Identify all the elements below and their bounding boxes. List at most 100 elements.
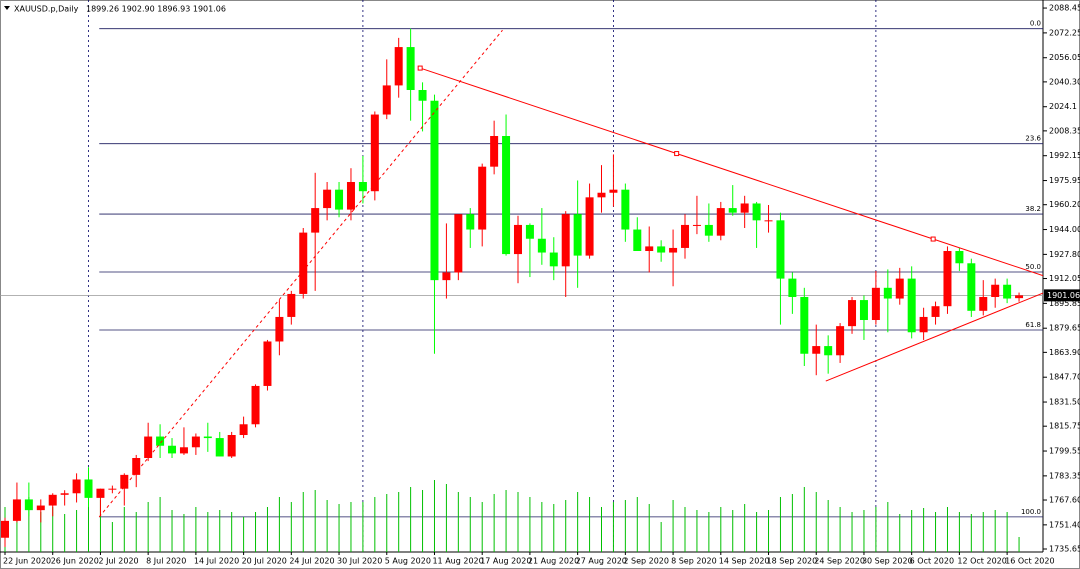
candle-body [657, 246, 666, 253]
x-tick-label: 8 Sep 2020 [671, 557, 717, 566]
candle-body [871, 287, 880, 321]
candle-body [120, 474, 129, 489]
candle-body [323, 189, 332, 209]
y-tick-label: 2008.35 [1049, 126, 1080, 135]
candle-body [525, 224, 534, 239]
candle-body [919, 316, 928, 333]
candle-body [418, 90, 427, 101]
y-tick-label: 2024.1 [1049, 102, 1077, 111]
candle-body [967, 263, 976, 311]
x-tick-label: 24 Jul 2020 [289, 557, 334, 566]
y-tick-label: 1831.50 [1049, 398, 1080, 407]
candle-body [633, 229, 642, 252]
y-tick-label: 1960.20 [1049, 200, 1080, 209]
y-tick-label: 1783.35 [1049, 471, 1080, 480]
menu-icon[interactable] [4, 6, 10, 10]
candle-body [275, 316, 284, 342]
candle-body [848, 300, 857, 327]
candle-body [692, 224, 701, 226]
candle-body [168, 445, 177, 454]
candle-body [549, 252, 558, 267]
y-tick-label: 1847.70 [1049, 373, 1080, 382]
candle-body [179, 447, 188, 454]
candle-body [72, 479, 81, 494]
candle-body [60, 493, 69, 495]
candle-body [537, 238, 546, 253]
y-tick-label: 1767.60 [1049, 496, 1080, 505]
trendline-handle [417, 65, 423, 71]
candle-body [24, 499, 33, 511]
candle-body [299, 232, 308, 294]
candle-body [358, 182, 367, 192]
candle-body [430, 100, 439, 281]
fib-label: 38.2 [1025, 205, 1041, 213]
candle-body [800, 297, 809, 354]
x-tick-label: 30 Sep 2020 [862, 557, 913, 566]
candle-body [442, 272, 451, 281]
candle-body [394, 47, 403, 86]
fib-label: 0.0 [1030, 20, 1041, 28]
candle-body [191, 436, 200, 448]
candle-body [764, 220, 773, 222]
candle-body [490, 136, 499, 167]
y-tick-label: 1863.90 [1049, 348, 1080, 357]
candle-body [740, 203, 749, 213]
y-tick-label: 2056.05 [1049, 53, 1080, 62]
x-tick-label: 17 Aug 2020 [480, 557, 531, 566]
candle-body [382, 85, 391, 115]
trendline [420, 67, 1043, 277]
quote: 1899.26 1902.90 1896.93 1901.06 [86, 5, 226, 14]
candle-body [788, 278, 797, 298]
x-tick-label: 18 Sep 2020 [767, 557, 818, 566]
candle-body [251, 385, 260, 425]
candle-body [561, 214, 570, 267]
candle-body [335, 189, 344, 210]
candle-body [681, 224, 690, 248]
candle-body [609, 189, 618, 193]
axes: 2088.45 2072.25 2056.05 2040.30 2024.1 2008.3… [3, 4, 1080, 566]
candle-body [132, 458, 141, 475]
candle-body [1, 520, 9, 538]
candle-body [907, 278, 916, 333]
candle-body [144, 436, 153, 459]
y-tick-label: 1751.40 [1049, 520, 1080, 529]
y-tick-label: 1799.55 [1049, 447, 1080, 456]
candle-body [585, 197, 594, 256]
candle-body [621, 189, 630, 230]
candle-body [669, 247, 678, 253]
x-tick-label: 24 Sep 2020 [814, 557, 865, 566]
x-tick-label: 2 Jul 2020 [98, 557, 138, 566]
candle-body [645, 246, 654, 252]
y-tick-label: 1975.95 [1049, 176, 1080, 185]
candle-body [597, 192, 606, 198]
candle-body [991, 284, 1000, 298]
candle-body [1015, 295, 1024, 299]
candle-body [156, 436, 165, 446]
candle-body [931, 306, 940, 317]
candle-body [943, 251, 952, 307]
x-tick-label: 20 Jul 2020 [242, 557, 287, 566]
candle-body [454, 214, 463, 273]
y-tick-label: 1912.05 [1049, 274, 1080, 283]
candle-body [36, 505, 45, 511]
candle-body [752, 203, 761, 221]
candle-body [346, 182, 355, 210]
trendline-handle [674, 151, 680, 157]
y-tick-label: 1895.85 [1049, 299, 1080, 308]
candle-body [263, 341, 272, 386]
candle-body [406, 47, 415, 91]
candle-body [203, 436, 212, 439]
y-tick-label: 1815.75 [1049, 422, 1080, 431]
candle-body [883, 287, 892, 299]
x-tick-label: 21 Aug 2020 [528, 557, 579, 566]
x-tick-label: 16 Oct 2020 [1005, 557, 1054, 566]
candle-body [96, 488, 105, 498]
x-tick-label: 12 Oct 2020 [957, 557, 1006, 566]
candle-body [812, 346, 821, 354]
candle-body [895, 278, 904, 299]
candle-body [1003, 284, 1012, 299]
x-tick-label: 5 Aug 2020 [385, 557, 431, 566]
symbol: XAUUSD.p,Daily [14, 5, 79, 14]
x-tick-label: 6 Oct 2020 [910, 557, 954, 566]
